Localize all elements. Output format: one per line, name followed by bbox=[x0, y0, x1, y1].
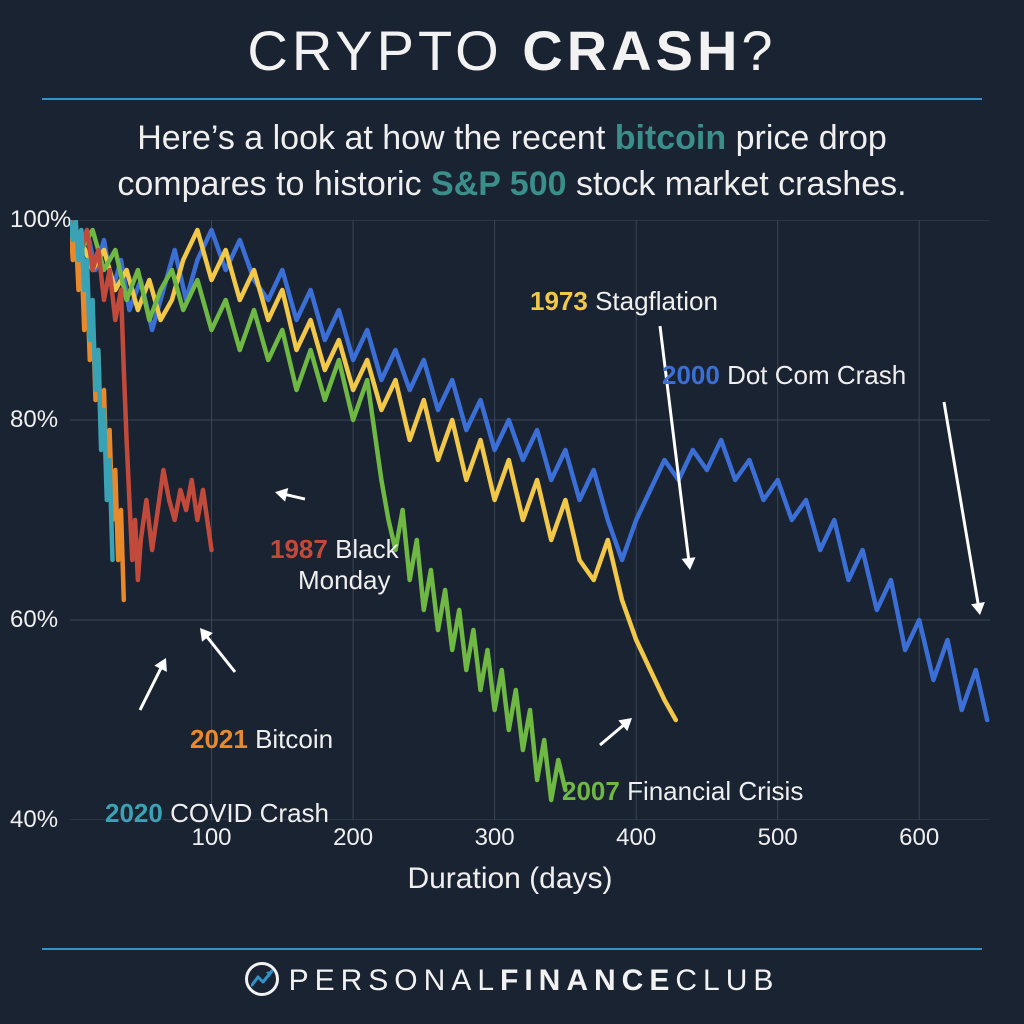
arrow-covid bbox=[138, 656, 169, 712]
x-tick-label: 400 bbox=[616, 824, 656, 852]
subtitle-highlight-sp500: S&P 500 bbox=[431, 165, 566, 203]
x-tick-label: 600 bbox=[899, 824, 939, 852]
brand-text: PERSONAL bbox=[289, 964, 500, 997]
crash-comparison-chart: 100% 80% 60% 40% bbox=[10, 220, 1010, 874]
arrow-stagflation bbox=[658, 324, 697, 572]
title-thin: CRYPTO bbox=[247, 19, 522, 82]
divider-top bbox=[42, 98, 982, 100]
x-tick-label: 500 bbox=[758, 824, 798, 852]
subtitle-part: stock market crashes. bbox=[567, 165, 907, 203]
brand-text: FINANCE bbox=[500, 964, 675, 997]
x-axis-label: Duration (days) bbox=[10, 862, 1010, 896]
series-group bbox=[70, 220, 987, 800]
arrow-financial bbox=[598, 716, 634, 747]
title-suffix: ? bbox=[741, 19, 776, 82]
y-tick-label: 60% bbox=[10, 606, 65, 634]
divider-bottom bbox=[42, 948, 982, 950]
y-tick-label: 40% bbox=[10, 806, 65, 834]
subtitle-highlight-bitcoin: bitcoin bbox=[615, 119, 726, 157]
arrow-blackmonday bbox=[273, 486, 307, 504]
x-tick-label: 300 bbox=[475, 824, 515, 852]
arrow-dotcom bbox=[942, 400, 987, 617]
brand-text: CLUB bbox=[675, 964, 779, 997]
arrow-bitcoin bbox=[198, 626, 237, 674]
subtitle: Here’s a look at how the recent bitcoin … bbox=[60, 116, 964, 208]
footer-brand: PERSONALFINANCECLUB bbox=[0, 962, 1024, 998]
y-tick-label: 100% bbox=[10, 206, 65, 234]
title-bold: CRASH bbox=[522, 19, 741, 82]
plot-area: 2020 COVID Crash2021 Bitcoin1987 BlackMo… bbox=[70, 220, 990, 820]
x-tick-label: 100 bbox=[191, 824, 231, 852]
subtitle-part: Here’s a look at how the recent bbox=[137, 119, 615, 157]
page-title: CRYPTO CRASH? bbox=[0, 18, 1024, 83]
infographic-root: CRYPTO CRASH? Here’s a look at how the r… bbox=[0, 0, 1024, 1024]
y-tick-label: 80% bbox=[10, 406, 65, 434]
x-tick-label: 200 bbox=[333, 824, 373, 852]
brand-logo-icon bbox=[245, 962, 279, 996]
chart-svg bbox=[70, 220, 990, 820]
